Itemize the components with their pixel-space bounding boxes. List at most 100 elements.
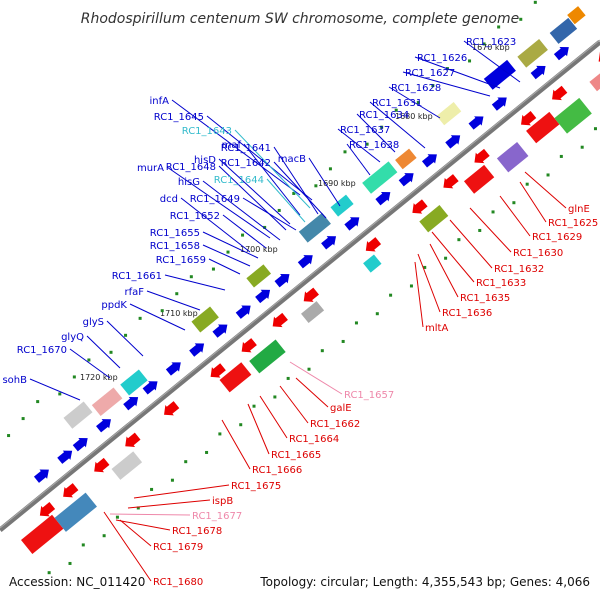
gene-arrow-20: [491, 97, 507, 111]
grid-tick: [375, 312, 379, 316]
grid-tick: [81, 543, 85, 547]
forward-leader-rc1-1627: [402, 71, 491, 97]
reverse-label-rc1-1629: RC1_1629: [532, 232, 582, 243]
gene-feature-57: [249, 339, 286, 374]
grid-tick: [150, 487, 154, 491]
grid-tick: [519, 17, 523, 21]
forward-label-macb: macB: [278, 154, 306, 165]
reverse-leader-rc1-1680: [103, 511, 152, 582]
forward-leader-rfaf: [146, 290, 201, 311]
forward-label-rc1-1631: RC1_1631: [372, 98, 422, 109]
gene-feature-32: [549, 17, 578, 44]
gene-feature-56: [219, 362, 252, 393]
grid-tick: [87, 358, 91, 362]
gene-arrow-12: [297, 255, 313, 269]
gene-feature-28: [330, 194, 354, 217]
reverse-label-rc1-1662: RC1_1662: [310, 419, 360, 430]
grid-tick: [409, 284, 413, 288]
reverse-leader-glne: [524, 171, 567, 209]
gene-feature-59: [363, 254, 382, 273]
gene-arrow-45: [303, 287, 319, 302]
gene-arrow-11: [274, 274, 290, 288]
gene-feature-65: [589, 71, 600, 92]
gene-feature-64: [554, 97, 592, 134]
grid-tick: [241, 233, 245, 237]
forward-label-rc1-1627: RC1_1627: [405, 68, 455, 79]
reverse-leader-rc1-1632: [449, 219, 493, 269]
forward-leader-rc1-1659: [208, 258, 241, 275]
forward-leader-sohb: [29, 378, 81, 401]
grid-tick: [58, 392, 62, 396]
map-title: Rhodospirillum centenum SW chromosome, c…: [81, 11, 520, 27]
gene-feature-34: [63, 401, 93, 429]
grid-tick: [136, 506, 140, 510]
gene-arrow-38: [63, 483, 79, 498]
reverse-leader-rc1-1657: [289, 361, 343, 395]
genome-summary-text: Topology: circular; Length: 4,355,543 bp…: [259, 575, 590, 589]
reverse-label-rc1-1633: RC1_1633: [476, 278, 526, 289]
forward-leader-ppdk: [129, 303, 186, 331]
reverse-leader-rc1-1636: [417, 253, 441, 313]
forward-label-glyq: glyQ: [61, 332, 84, 343]
gene-feature-26: [246, 264, 272, 288]
grid-tick: [478, 228, 482, 232]
gene-arrow-17: [421, 154, 437, 168]
grid-tick: [431, 84, 435, 88]
grid-tick: [423, 265, 427, 269]
forward-leader-rc1-1642: [273, 161, 327, 219]
accession-text: Accession: NC_011420: [9, 575, 145, 589]
forward-leader-rc1-1634: [356, 113, 396, 153]
forward-leader-rc1-1631: [369, 101, 426, 149]
forward-leader-infa: [171, 99, 301, 196]
reverse-label-rc1-1636: RC1_1636: [442, 308, 492, 319]
grid-tick: [533, 0, 537, 4]
grid-tick: [468, 59, 472, 63]
gene-arrow-46: [365, 237, 382, 252]
gene-arrow-13: [321, 236, 337, 250]
gene-arrow-7: [189, 343, 205, 357]
forward-label-rc1-1634: RC1_1634: [359, 110, 409, 121]
forward-leader-glys: [106, 320, 144, 357]
forward-leader-rc1-1643: [234, 129, 311, 209]
forward-label-rc1-1659: RC1_1659: [156, 255, 206, 266]
forward-label-dcd: dcd: [160, 194, 178, 205]
grid-tick: [389, 293, 393, 297]
grid-tick: [170, 478, 174, 482]
grid-tick: [36, 400, 40, 404]
reverse-label-mlta: mltA: [425, 323, 448, 334]
gene-feature-61: [463, 164, 495, 194]
grid-tick: [47, 571, 51, 575]
forward-label-ppdk: ppdK: [101, 300, 127, 311]
grid-tick: [124, 333, 128, 337]
grid-tick: [525, 182, 529, 186]
grid-tick: [160, 309, 164, 313]
reverse-label-rc1-1665: RC1_1665: [271, 450, 321, 461]
gene-feature-24: [120, 369, 148, 396]
grid-tick: [109, 350, 113, 354]
forward-leader-rc1-1638: [346, 143, 371, 176]
gene-arrow-47: [412, 199, 428, 214]
gene-arrow-19: [468, 116, 484, 130]
reverse-leader-rc1-1678: [115, 519, 171, 531]
grid-tick: [7, 434, 11, 438]
grid-tick: [416, 101, 420, 105]
forward-leader-rc1-1649: [242, 197, 297, 231]
reverse-leader-rc1-1664: [259, 395, 288, 439]
gene-arrow-39: [94, 457, 110, 473]
gene-arrow-21: [530, 65, 546, 80]
grid-tick: [546, 173, 550, 177]
grid-tick: [444, 256, 448, 260]
gene-arrow-14: [344, 217, 360, 231]
kbp-label-1710: 1710 kbp: [160, 309, 198, 318]
reverse-leader-rc1-1666: [221, 419, 251, 470]
forward-leader-rc1-1644: [266, 178, 306, 223]
gene-arrow-52: [598, 47, 600, 63]
forward-label-rc1-1626: RC1_1626: [417, 53, 467, 64]
kbp-label-1720: 1720 kbp: [80, 373, 118, 382]
gene-arrow-48: [443, 174, 459, 189]
gene-arrow-42: [210, 363, 226, 378]
reverse-leader-rc1-1633: [431, 231, 475, 283]
forward-leader-hisd: [218, 158, 291, 225]
forward-leader-hisg: [202, 180, 281, 241]
